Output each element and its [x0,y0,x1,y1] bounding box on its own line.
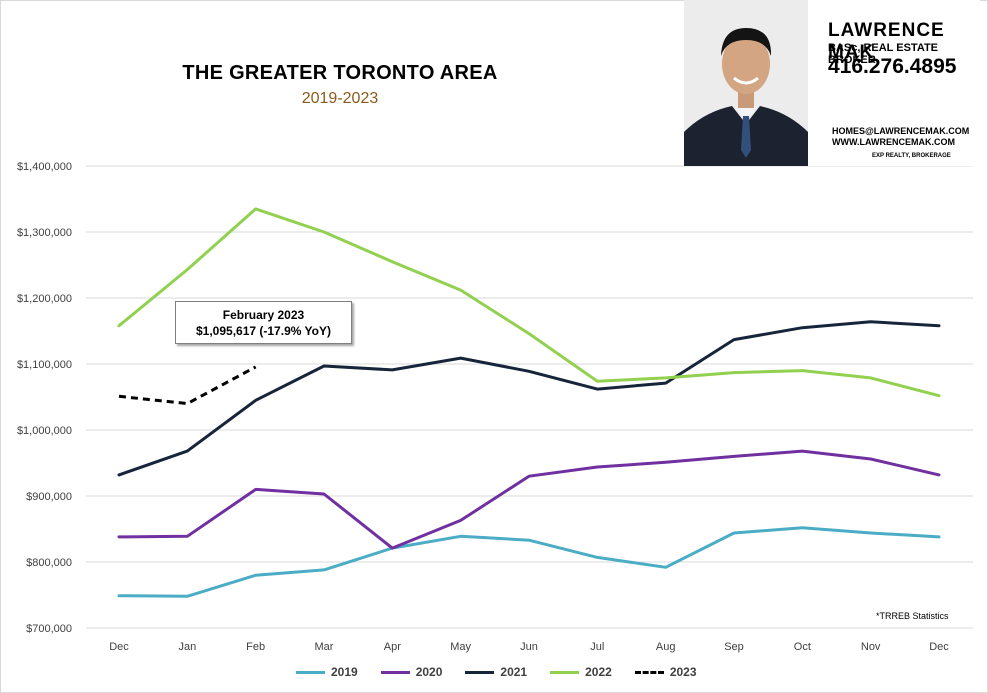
source-footnote: *TRREB Statistics [876,611,949,621]
y-tick-label: $800,000 [26,557,72,569]
legend-label: 2023 [669,665,697,679]
agent-card: LAWRENCE MAK BASc, REAL ESTATE BROKER 41… [684,0,980,166]
x-tick-label: Dec [929,641,949,653]
legend-swatch [296,670,325,674]
legend-label: 2019 [331,665,358,679]
agent-photo [684,0,808,166]
y-tick-label: $1,100,000 [17,359,72,371]
legend-item-2020: 2020 [380,665,443,679]
legend-label: 2022 [585,665,612,679]
legend-label: 2021 [500,665,528,679]
series-line-2020 [117,449,941,550]
x-tick-label: Nov [861,641,881,653]
y-tick-label: $1,400,000 [17,161,72,173]
chart-subtitle: 2019-2023 [301,90,379,107]
x-tick-label: Jul [590,641,604,653]
series-line-2021 [117,320,941,477]
y-tick-label: $1,300,000 [17,227,72,239]
x-tick-label: Aug [656,641,676,653]
y-tick-label: $1,200,000 [17,293,72,305]
y-tick-label: $900,000 [26,491,72,503]
agent-role: BASc, REAL ESTATE BROKER [828,42,939,66]
x-tick-label: Jan [178,641,196,653]
series-line-2022 [117,207,941,398]
callout-box: February 2023 $1,095,617 (-17.9% YoY) [175,301,352,344]
agent-website: WWW.LAWRENCEMAK.COM [832,137,955,147]
agent-brokerage: EXP REALTY, BROKERAGE [872,153,951,159]
x-tick-label: Sep [724,641,744,653]
legend-swatch [634,670,664,674]
legend-item-2019: 2019 [296,665,358,679]
callout-line-2: $1,095,617 (-17.9% YoY) [196,324,331,338]
series-line-2023 [118,365,257,406]
x-tick-label: Jun [520,641,538,653]
legend-item-2023: 2023 [634,665,697,679]
agent-phone: 416.276.4895 [828,55,957,78]
x-tick-label: May [450,641,471,653]
series-line-2019 [117,526,941,598]
x-axis-tick-labels: Dec Jan Feb Mar Apr May Jun Jul Aug Sep Oct Nov Dec [109,641,949,653]
gridlines [86,165,973,629]
x-tick-label: Apr [384,641,401,653]
y-axis-tick-labels: $700,000 $800,000 $900,000 $1,000,000 $1,100… [17,161,72,635]
y-tick-label: $1,000,000 [17,425,72,437]
callout-line-1: February 2023 [222,308,305,322]
legend-item-2021: 2021 [465,665,527,679]
chart-title: THE GREATER TORONTO AREA [182,62,498,84]
x-tick-label: Oct [794,641,811,653]
legend-label: 2020 [415,665,443,679]
agent-email: HOMES@LAWRENCEMAK.COM [832,126,970,136]
x-tick-label: Feb [246,641,265,653]
y-tick-label: $700,000 [26,623,72,635]
legend-swatch [550,670,580,674]
legend-swatch [465,670,495,674]
legend-item-2022: 2022 [550,665,612,679]
agent-name: LAWRENCE MAK [828,20,945,63]
x-tick-label: Mar [315,641,334,653]
x-tick-label: Dec [109,641,129,653]
series-lines [117,207,941,598]
chart-legend: 2019 2020 2021 2022 2023 [296,664,720,680]
legend-swatch [380,670,410,674]
